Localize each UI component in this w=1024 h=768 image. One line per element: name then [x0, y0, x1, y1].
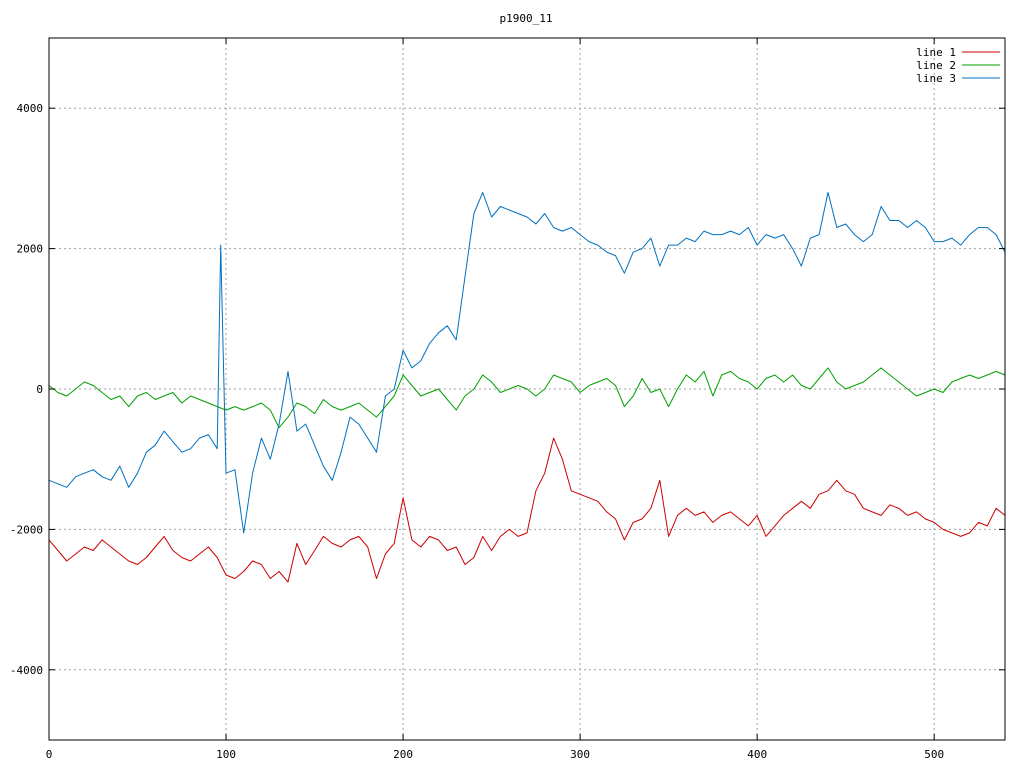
legend-label-3: line 3: [916, 72, 956, 85]
legend-label-1: line 1: [916, 46, 956, 59]
x-tick-label: 0: [46, 748, 53, 761]
x-tick-label: 300: [570, 748, 590, 761]
y-tick-label: 0: [36, 383, 43, 396]
series-line-2: [48, 367, 1006, 429]
tick-labels: 0 100 200 300 400 500 -4000 -2000 0 2000 4000: [10, 38, 1005, 761]
y-tick-label: 4000: [17, 102, 44, 115]
series-line-3: [48, 191, 1006, 534]
chart-title: p1900_11: [500, 12, 553, 25]
y-tick-label: -4000: [10, 664, 43, 677]
legend-label-2: line 2: [916, 59, 956, 72]
x-tick-label: 500: [924, 748, 944, 761]
y-tick-label: -2000: [10, 523, 43, 536]
x-tick-label: 200: [393, 748, 413, 761]
x-tick-label: 400: [747, 748, 767, 761]
series-line-1: [48, 437, 1006, 583]
x-tick-label: 100: [216, 748, 236, 761]
series-group: [48, 191, 1006, 583]
y-tick-label: 2000: [17, 243, 44, 256]
